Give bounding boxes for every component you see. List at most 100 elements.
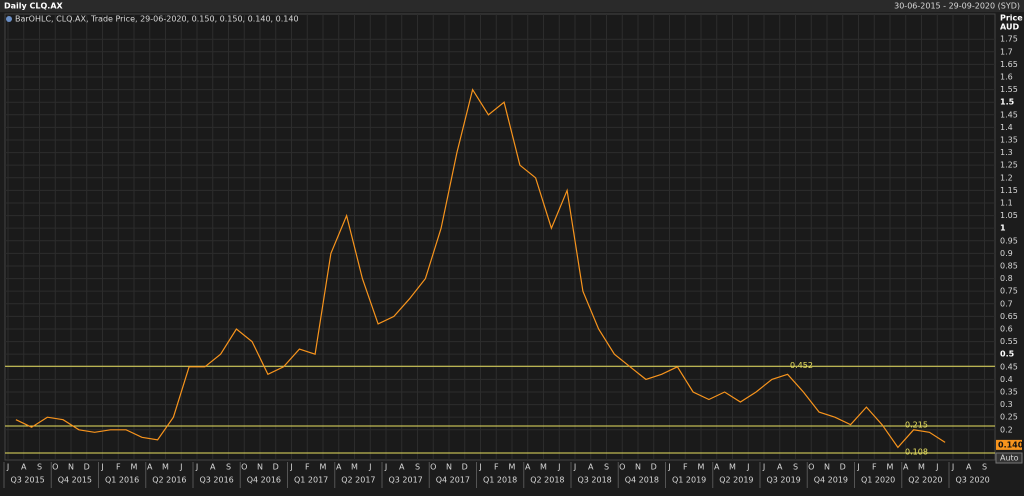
y-tick-label: 1.35 [1000, 135, 1018, 144]
quarter-label: Q4 2016 [247, 476, 281, 485]
y-tick-label: 1.25 [1000, 161, 1018, 170]
quarter-label: Q2 2016 [152, 476, 186, 485]
quarter-label: Q2 2017 [341, 476, 375, 485]
y-tick-label: 1.05 [1000, 211, 1018, 220]
y-tick-label: 0.2 [1000, 425, 1013, 434]
x-tick-label: D [840, 463, 846, 472]
y-tick-label: 1.55 [1000, 85, 1018, 94]
y-tick-label: 0.7 [1000, 299, 1013, 308]
x-tick-label: S [226, 463, 231, 472]
x-tick-label: D [651, 463, 657, 472]
quarter-label: Q3 2017 [388, 476, 422, 485]
x-tick-label: J [100, 463, 103, 472]
quarter-label: Q1 2017 [294, 476, 328, 485]
x-tick-label: J [368, 463, 371, 472]
quarter-label: Q3 2019 [766, 476, 800, 485]
quarter-label: Q1 2018 [483, 476, 517, 485]
reference-line-label: 0.452 [790, 361, 813, 370]
x-tick-label: N [635, 463, 641, 472]
last-price-label: 0.140 [998, 440, 1024, 449]
x-tick-label: A [21, 463, 27, 472]
quarter-label: Q1 2020 [861, 476, 895, 485]
quarter-label: Q1 2019 [672, 476, 706, 485]
x-tick-label: N [257, 463, 263, 472]
x-tick-label: J [289, 463, 292, 472]
auto-button-label[interactable]: Auto [1000, 454, 1019, 463]
y-tick-label: 1.4 [1000, 123, 1013, 132]
y-tick-label: 0.3 [1000, 400, 1013, 409]
y-tick-label: 1.1 [1000, 198, 1013, 207]
x-tick-label: O [619, 463, 625, 472]
quarter-label: Q2 2019 [719, 476, 753, 485]
x-tick-label: M [509, 463, 516, 472]
x-tick-label: J [856, 463, 859, 472]
x-tick-label: J [935, 463, 938, 472]
x-tick-label: M [887, 463, 894, 472]
x-tick-label: M [698, 463, 705, 472]
y-tick-label: 1.7 [1000, 47, 1013, 56]
quarter-label: Q3 2018 [577, 476, 611, 485]
quarter-label: Q4 2015 [58, 476, 92, 485]
quarter-label: Q2 2020 [908, 476, 942, 485]
x-tick-label: J [667, 463, 670, 472]
y-tick-label: 0.5 [1000, 350, 1015, 359]
x-tick-label: M [320, 463, 327, 472]
x-tick-label: J [195, 463, 198, 472]
x-tick-label: A [588, 463, 594, 472]
y-tick-label: 0.25 [1000, 413, 1018, 422]
y-tick-label: 1.15 [1000, 186, 1018, 195]
quarter-label: Q3 2015 [10, 476, 44, 485]
x-tick-label: S [793, 463, 798, 472]
quarter-label: Q4 2018 [625, 476, 659, 485]
quarter-label: Q4 2017 [436, 476, 470, 485]
x-tick-label: O [808, 463, 814, 472]
y-tick-label: 1.2 [1000, 173, 1013, 182]
x-tick-label: A [903, 463, 909, 472]
x-tick-label: M [918, 463, 925, 472]
quarter-label: Q3 2016 [199, 476, 233, 485]
quarter-label: Q1 2016 [105, 476, 139, 485]
x-tick-label: A [525, 463, 531, 472]
plot-area [4, 13, 996, 461]
x-tick-label: F [116, 463, 121, 472]
x-tick-label: A [336, 463, 342, 472]
y-tick-label: 0.75 [1000, 287, 1018, 296]
x-tick-label: M [729, 463, 736, 472]
x-tick-label: D [462, 463, 468, 472]
x-tick-label: N [68, 463, 74, 472]
y-tick-label: 0.85 [1000, 261, 1018, 270]
x-tick-label: F [683, 463, 688, 472]
x-tick-label: M [540, 463, 547, 472]
x-tick-label: J [384, 463, 387, 472]
y-tick-label: 0.8 [1000, 274, 1013, 283]
x-tick-label: D [273, 463, 279, 472]
x-tick-label: J [762, 463, 765, 472]
x-tick-label: N [824, 463, 830, 472]
x-tick-label: O [52, 463, 58, 472]
y-tick-label: 1.65 [1000, 60, 1018, 69]
x-tick-label: S [604, 463, 609, 472]
y-axis-label: Price [1000, 14, 1023, 23]
y-tick-label: 0.6 [1000, 324, 1013, 333]
quarter-label: Q3 2020 [955, 476, 989, 485]
x-tick-label: J [6, 463, 9, 472]
x-tick-label: J [573, 463, 576, 472]
y-tick-label: 1 [1000, 224, 1006, 233]
y-tick-label: 0.55 [1000, 337, 1018, 346]
auto-button[interactable] [995, 452, 1023, 464]
last-price-tag [996, 439, 1022, 450]
x-tick-label: D [84, 463, 90, 472]
x-tick-label: A [210, 463, 216, 472]
quarter-label: Q4 2019 [814, 476, 848, 485]
x-tick-label: M [162, 463, 169, 472]
reference-line-label: 0.108 [905, 447, 928, 456]
x-tick-label: A [147, 463, 153, 472]
x-tick-label: O [430, 463, 436, 472]
x-tick-label: S [982, 463, 987, 472]
y-tick-label: 1.75 [1000, 35, 1018, 44]
x-tick-label: N [446, 463, 452, 472]
quarter-label: Q2 2018 [530, 476, 564, 485]
x-tick-label: J [951, 463, 954, 472]
x-tick-label: F [305, 463, 310, 472]
